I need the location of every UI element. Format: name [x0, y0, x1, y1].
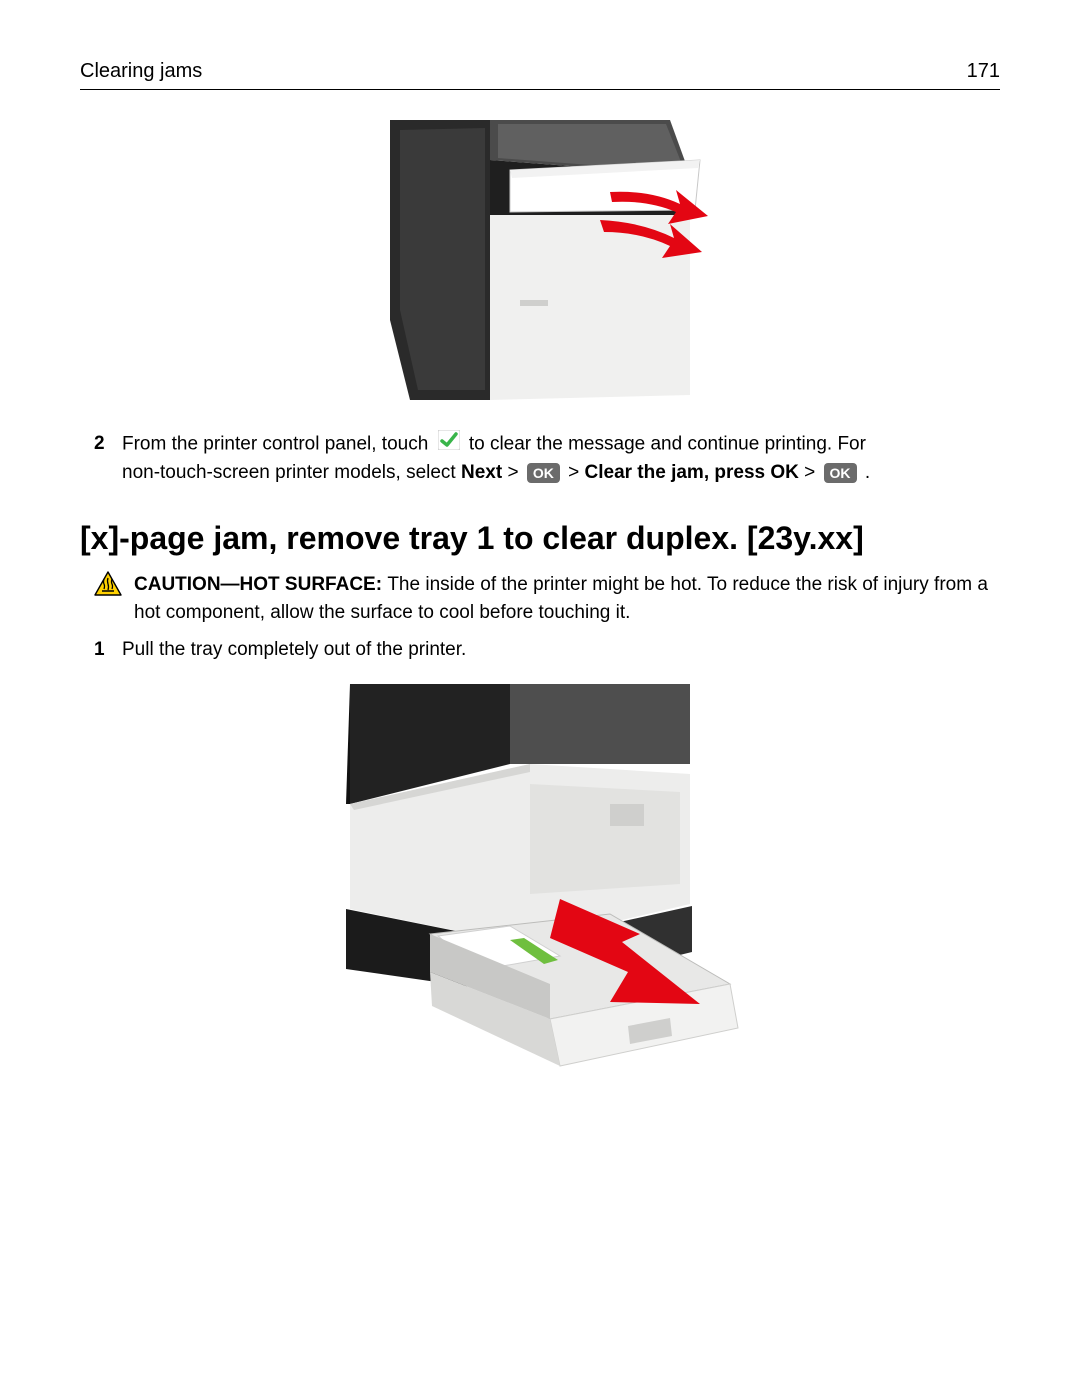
figure-1-printer-output-jam	[370, 120, 710, 400]
caution-text: CAUTION—HOT SURFACE: The inside of the p…	[134, 571, 1000, 626]
step-2-body: From the printer control panel, touch to…	[122, 430, 1000, 486]
section-heading: [x]‑page jam, remove tray 1 to clear dup…	[80, 520, 1000, 557]
figure-2-printer-tray-pull	[310, 684, 770, 1084]
step-number: 2	[94, 430, 112, 486]
step-1-b: 1 Pull the tray completely out of the pr…	[94, 636, 1000, 664]
gt: >	[568, 462, 584, 483]
ok-button-icon: OK	[824, 463, 857, 483]
step-2: 2 From the printer control panel, touch …	[94, 430, 1000, 486]
gt: >	[804, 462, 820, 483]
header-title: Clearing jams	[80, 60, 202, 83]
next-label: Next	[461, 462, 502, 483]
page-number: 171	[967, 60, 1000, 83]
step-number: 1	[94, 636, 112, 664]
ok-button-icon: OK	[527, 463, 560, 483]
figure-2-wrap	[80, 684, 1000, 1084]
caution-hot-surface-icon	[94, 571, 122, 626]
period: .	[865, 462, 870, 483]
gt: >	[507, 462, 523, 483]
figure-1-wrap	[80, 120, 1000, 400]
caution-label: CAUTION—HOT SURFACE:	[134, 574, 387, 595]
checkmark-icon	[438, 430, 460, 459]
text: From the printer control panel, touch	[122, 433, 434, 454]
page-header: Clearing jams 171	[80, 60, 1000, 90]
clear-jam-label: Clear the jam, press OK	[585, 462, 799, 483]
step-1b-text: Pull the tray completely out of the prin…	[122, 636, 1000, 664]
caution-block: CAUTION—HOT SURFACE: The inside of the p…	[94, 571, 1000, 626]
